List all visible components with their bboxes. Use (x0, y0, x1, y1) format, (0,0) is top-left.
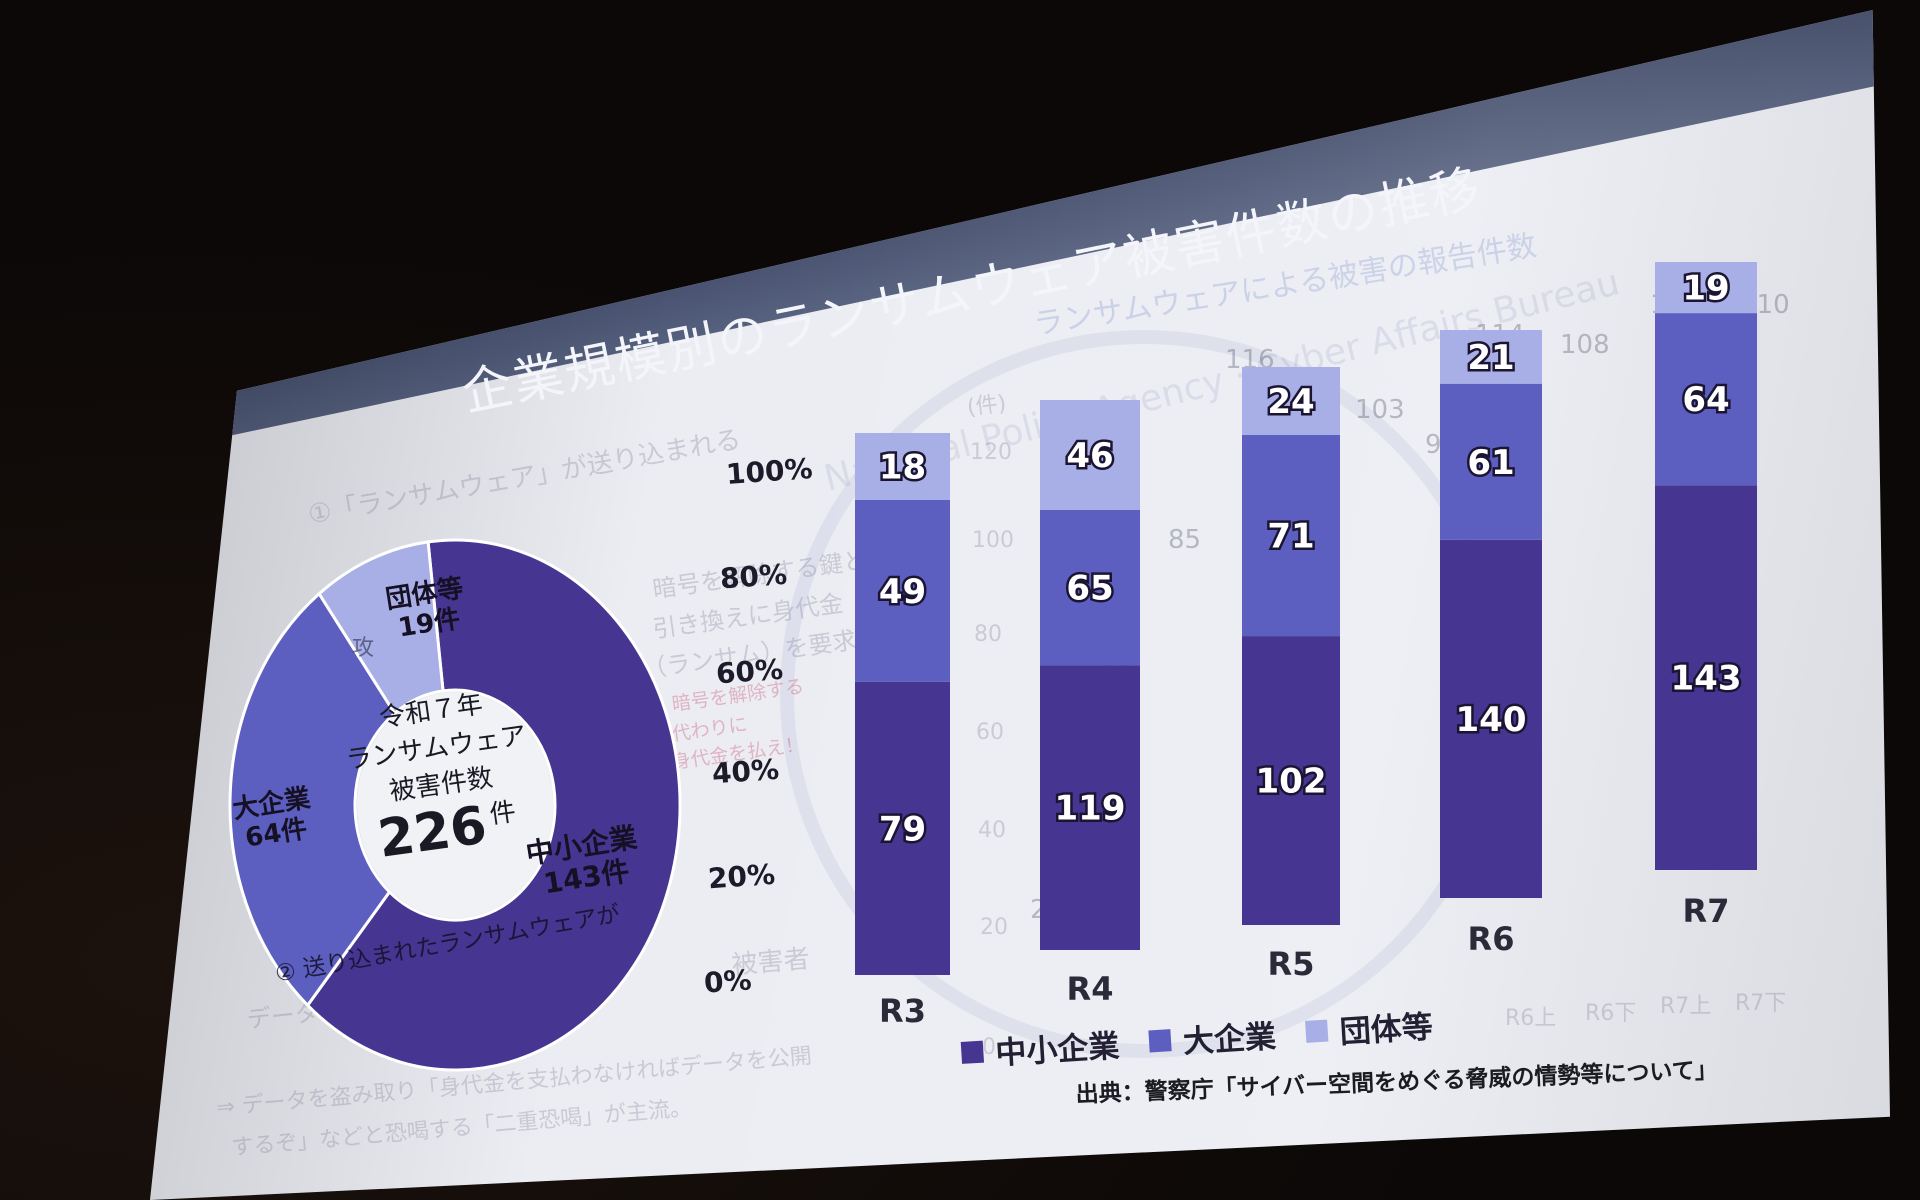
bar-R4-series-1 (1040, 510, 1140, 666)
bar-value-label: 24 (1267, 382, 1314, 422)
bar-value-label: 61 (1467, 443, 1514, 483)
bg-tick-label: 60 (976, 720, 1004, 745)
bar-value-label: 19 (1682, 269, 1729, 309)
bar-R4-series-0 (1040, 665, 1140, 950)
bar-R6-series-2 (1440, 330, 1542, 384)
donut-slice-0 (305, 538, 682, 1072)
legend-swatch-daikigyo (1148, 1028, 1172, 1052)
bar-R7-series-2 (1655, 262, 1757, 314)
legend-item-daikigyo: 大企業 (1148, 1011, 1278, 1064)
bg-attack: 攻 (352, 636, 375, 661)
bar-value-label: 119 (1055, 789, 1126, 829)
donut-label-daikigyo: 大企業 64件 (231, 783, 317, 855)
bar-value-label: 46 (1066, 436, 1113, 476)
bar-value-label: 65 (1066, 569, 1113, 609)
bg-tick-label: 120 (970, 440, 1012, 465)
bar-value-label: 79 (879, 809, 926, 849)
y-tick-label: 100% (724, 452, 814, 491)
y-tick-label: 0% (702, 963, 753, 1000)
bg-tick-label: 20 (980, 915, 1008, 940)
bar-R7-series-1 (1655, 313, 1757, 486)
bg-x-tick-label: R7上 (1660, 994, 1712, 1019)
bar-R3-series-0 (855, 681, 950, 975)
donut-center-label: 令和７年 ランサムウェア 被害件数 226 件 (334, 678, 546, 874)
bar-value-label: 102 (1256, 762, 1327, 802)
x-tick-label-R7: R7 (1683, 892, 1730, 930)
bg-value-label: 108 (1560, 330, 1610, 360)
bar-value-label: 71 (1267, 517, 1314, 557)
bar-R5-series-2 (1242, 367, 1340, 435)
bar-value-label: 49 (879, 572, 926, 612)
legend-swatch-dantai (1305, 1019, 1329, 1043)
bar-R5-series-1 (1242, 434, 1340, 637)
donut-slice-1 (228, 591, 397, 1008)
bars-group: 79 49 18 R3 119 65 46 R4 102 71 24 R5 140 61 21 R6 143 64… (855, 262, 1757, 1030)
bar-R3-series-1 (855, 499, 950, 682)
donut-hole (357, 692, 553, 918)
bg-tick-label: 40 (978, 818, 1006, 843)
bg-tick-label: 80 (974, 622, 1002, 647)
bg-value-label: 85 (1168, 525, 1202, 555)
bar-value-label: 18 (879, 447, 926, 487)
x-tick-label-R3: R3 (879, 992, 926, 1030)
bar-value-label: 140 (1456, 700, 1527, 740)
legend-item-chusho: 中小企業 (960, 1020, 1120, 1075)
y-tick-label: 40% (710, 752, 781, 791)
y-tick-label: 80% (718, 557, 789, 596)
y-tick-label: 20% (706, 857, 777, 896)
bar-value-label: 64 (1682, 380, 1729, 420)
x-tick-label-R4: R4 (1067, 970, 1114, 1008)
x-tick-label-R5: R5 (1268, 945, 1315, 983)
bar-R5-series-0 (1242, 636, 1340, 925)
donut-slices (228, 538, 682, 1072)
bg-x-tick-label: R6上 (1505, 1006, 1557, 1031)
legend-label-daikigyo: 大企業 (1182, 1018, 1278, 1061)
bg-x-tick-label: R7下 (1735, 991, 1787, 1016)
bg-value-label: 103 (1355, 395, 1405, 425)
bar-R6-series-0 (1440, 539, 1542, 898)
legend-label-dantai: 団体等 (1338, 1009, 1434, 1051)
bar-R6-series-1 (1440, 383, 1542, 540)
bar-R4-series-2 (1040, 400, 1140, 510)
donut-slice-2 (317, 540, 445, 716)
donut-center-unit: 件 (487, 796, 518, 831)
bg-tick-label: 100 (972, 528, 1014, 553)
bg-tick-label: 0 (982, 1035, 996, 1060)
x-tick-label-R6: R6 (1468, 920, 1515, 958)
bar-R3-series-2 (855, 433, 950, 500)
y-tick-label: 60% (714, 652, 785, 691)
bar-value-label: 21 (1467, 338, 1514, 378)
legend-item-dantai: 団体等 (1304, 1001, 1434, 1054)
legend-label-chusho: 中小企業 (994, 1028, 1121, 1072)
bar-value-label: 143 (1671, 659, 1742, 699)
bg-x-tick-label: R6下 (1585, 1001, 1637, 1026)
donut-label-dantai: 団体等 19件 (384, 573, 470, 645)
bar-R7-series-0 (1655, 485, 1757, 870)
legend-swatch-chusho (960, 1040, 985, 1064)
